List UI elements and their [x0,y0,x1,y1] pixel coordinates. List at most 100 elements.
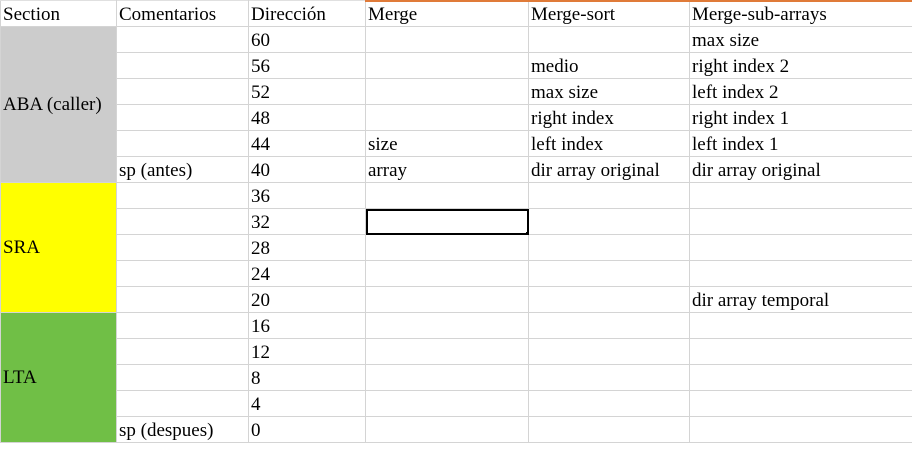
merge-cell[interactable] [365,286,529,313]
table-row: 12 [1,338,912,365]
merge-cell[interactable] [365,390,529,417]
merge-sort-cell[interactable] [528,260,690,287]
comentario-cell[interactable] [116,208,249,235]
header-row: Section Comentarios Dirección Merge Merg… [0,0,912,27]
direccion-cell[interactable]: 52 [248,78,366,105]
direccion-cell[interactable]: 12 [248,338,366,365]
comentario-cell[interactable] [116,26,249,53]
fill-handle[interactable] [526,232,528,234]
merge-sort-cell[interactable]: dir array original [528,156,690,183]
header-cell-direccion[interactable]: Dirección [248,0,366,27]
merge-sort-cell[interactable] [528,312,690,339]
direccion-cell[interactable]: 44 [248,130,366,157]
direccion-cell[interactable]: 16 [248,312,366,339]
merge-sort-cell[interactable] [528,234,690,261]
merge-sub-arrays-cell[interactable]: dir array temporal [689,286,912,313]
direccion-cell[interactable]: 48 [248,104,366,131]
merge-sort-cell[interactable] [528,182,690,209]
merge-sub-arrays-cell[interactable] [689,260,912,287]
merge-cell[interactable] [365,364,529,391]
merge-cell[interactable] [365,104,529,131]
merge-cell[interactable] [365,416,529,443]
comentario-cell[interactable] [116,286,249,313]
merge-sub-arrays-cell[interactable] [689,416,912,443]
merge-cell[interactable] [365,78,529,105]
header-cell-merge[interactable]: Merge [365,0,529,27]
merge-cell[interactable] [365,260,529,287]
header-cell-comentarios[interactable]: Comentarios [116,0,249,27]
comentario-cell[interactable] [116,130,249,157]
direccion-cell[interactable]: 36 [248,182,366,209]
merge-sort-cell[interactable] [528,208,690,235]
comentario-cell[interactable] [116,104,249,131]
merge-sub-arrays-cell[interactable] [689,208,912,235]
merge-sort-cell[interactable]: left index [528,130,690,157]
comentario-cell[interactable] [116,364,249,391]
table-row: SRA 36 [0,182,912,313]
header-cell-section[interactable]: Section [0,0,117,27]
table-row: LTA 16 [0,312,912,443]
selected-cell[interactable] [365,208,529,235]
direccion-cell[interactable]: 40 [248,156,366,183]
direccion-cell[interactable]: 0 [248,416,366,443]
comentario-cell[interactable] [116,78,249,105]
merge-sub-arrays-cell[interactable]: dir array original [689,156,912,183]
direccion-cell[interactable]: 8 [248,364,366,391]
comentario-cell[interactable]: sp (antes) [116,156,249,183]
merge-cell[interactable]: size [365,130,529,157]
comentario-cell[interactable] [116,234,249,261]
merge-sub-arrays-cell[interactable] [689,390,912,417]
merge-sort-cell[interactable]: max size [528,78,690,105]
direccion-cell[interactable]: 56 [248,52,366,79]
merge-sub-arrays-cell[interactable] [689,312,912,339]
table-row: 24 [1,260,912,287]
merge-sub-arrays-cell[interactable] [689,182,912,209]
merge-sort-cell[interactable] [528,364,690,391]
comentario-cell[interactable] [116,182,249,209]
merge-sort-cell[interactable] [528,416,690,443]
section-cell[interactable]: ABA (caller) [0,26,117,183]
merge-sub-arrays-cell[interactable]: max size [689,26,912,53]
table-row: 48 right index right index 1 [1,104,912,131]
merge-cell[interactable] [365,338,529,365]
merge-sort-cell[interactable] [528,26,690,53]
table-row: 32 [1,208,912,235]
merge-sub-arrays-cell[interactable]: left index 2 [689,78,912,105]
merge-cell[interactable] [365,234,529,261]
comentario-cell[interactable] [116,338,249,365]
direccion-cell[interactable]: 20 [248,286,366,313]
table-row: 20 dir array temporal [1,286,912,313]
direccion-cell[interactable]: 4 [248,390,366,417]
merge-sort-cell[interactable] [528,286,690,313]
merge-sub-arrays-cell[interactable]: left index 1 [689,130,912,157]
merge-cell[interactable] [365,26,529,53]
header-cell-merge-sub-arrays[interactable]: Merge-sub-arrays [689,0,912,27]
merge-sort-cell[interactable] [528,338,690,365]
merge-sub-arrays-cell[interactable] [689,364,912,391]
section-cell[interactable]: SRA [0,182,117,313]
merge-sub-arrays-cell[interactable] [689,338,912,365]
direccion-cell[interactable]: 28 [248,234,366,261]
merge-cell[interactable]: array [365,156,529,183]
direccion-cell[interactable]: 60 [248,26,366,53]
sheet-top-accent [365,0,912,2]
comentario-cell[interactable] [116,52,249,79]
comentario-cell[interactable] [116,390,249,417]
merge-sub-arrays-cell[interactable]: right index 1 [689,104,912,131]
merge-cell[interactable] [365,182,529,209]
merge-sub-arrays-cell[interactable]: right index 2 [689,52,912,79]
merge-cell[interactable] [365,312,529,339]
merge-cell[interactable] [365,52,529,79]
header-cell-merge-sort[interactable]: Merge-sort [528,0,690,27]
comentario-cell[interactable] [116,260,249,287]
comentario-cell[interactable] [116,312,249,339]
comentario-cell[interactable]: sp (despues) [116,416,249,443]
section-cell[interactable]: LTA [0,312,117,443]
merge-sub-arrays-cell[interactable] [689,234,912,261]
merge-sort-cell[interactable] [528,390,690,417]
merge-sort-cell[interactable]: medio [528,52,690,79]
merge-sort-cell[interactable]: right index [528,104,690,131]
table-row: ABA (caller) 60 max size [0,26,912,183]
direccion-cell[interactable]: 32 [248,208,366,235]
direccion-cell[interactable]: 24 [248,260,366,287]
